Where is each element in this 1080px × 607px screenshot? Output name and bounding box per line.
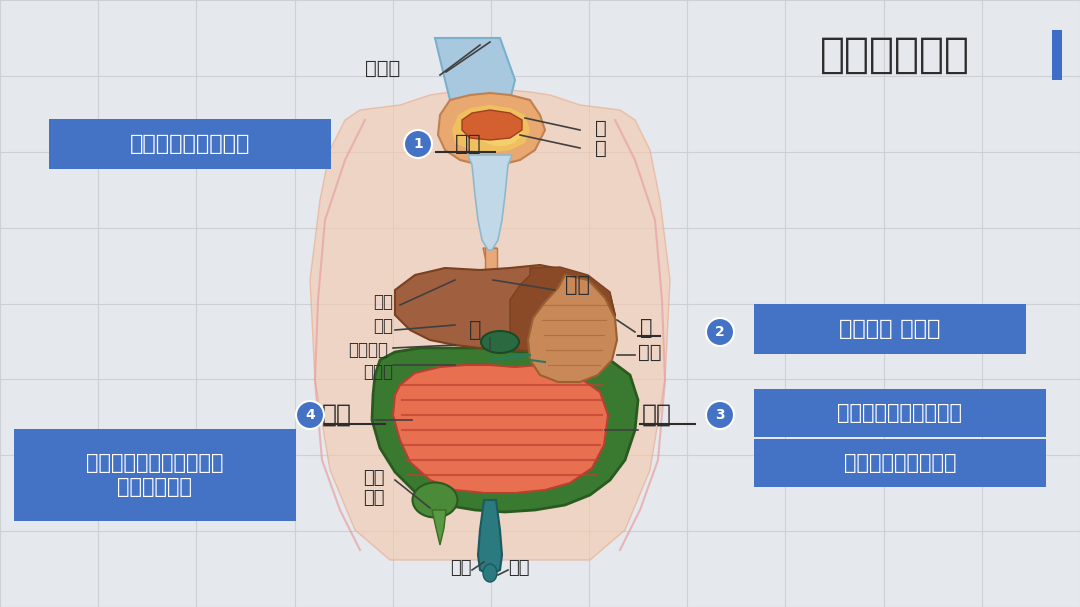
FancyBboxPatch shape <box>754 304 1026 354</box>
Text: 4: 4 <box>306 408 315 422</box>
Circle shape <box>404 130 432 158</box>
FancyBboxPatch shape <box>485 248 497 348</box>
Text: 2: 2 <box>715 325 725 339</box>
Text: 肛门: 肛门 <box>508 559 529 577</box>
Polygon shape <box>435 38 515 110</box>
Text: 胆总管: 胆总管 <box>363 363 393 381</box>
Polygon shape <box>510 267 615 352</box>
Text: 膜管: 膜管 <box>638 342 661 362</box>
Text: 胰: 胰 <box>469 320 482 340</box>
FancyBboxPatch shape <box>754 439 1047 487</box>
Text: 3: 3 <box>715 408 725 422</box>
Polygon shape <box>468 340 615 370</box>
Text: 直肠: 直肠 <box>450 559 472 577</box>
Circle shape <box>706 401 734 429</box>
Text: 大肠: 大肠 <box>322 403 352 427</box>
Text: 胃: 胃 <box>640 318 652 338</box>
FancyBboxPatch shape <box>49 119 330 169</box>
FancyBboxPatch shape <box>1052 30 1062 80</box>
Polygon shape <box>528 275 617 382</box>
Text: 纤维素发酵，通过呼气或
直肠排出体外: 纤维素发酵，通过呼气或 直肠排出体外 <box>86 453 224 497</box>
Text: 1: 1 <box>414 137 423 151</box>
Text: 无水解酶 未消化: 无水解酶 未消化 <box>839 319 941 339</box>
Ellipse shape <box>413 483 458 518</box>
Polygon shape <box>310 90 670 560</box>
Text: 阑尾: 阑尾 <box>364 489 384 507</box>
Text: 胆囊: 胆囊 <box>373 317 393 335</box>
Polygon shape <box>372 348 638 512</box>
FancyBboxPatch shape <box>14 429 296 521</box>
Text: 舌: 舌 <box>595 138 607 157</box>
FancyBboxPatch shape <box>754 389 1047 437</box>
Text: 唾液腺: 唾液腺 <box>365 58 400 78</box>
Polygon shape <box>438 93 545 165</box>
Ellipse shape <box>481 331 519 353</box>
Polygon shape <box>453 105 530 153</box>
Circle shape <box>706 318 734 346</box>
Ellipse shape <box>477 114 523 146</box>
Polygon shape <box>462 110 522 140</box>
Ellipse shape <box>483 564 497 582</box>
Polygon shape <box>395 265 615 352</box>
Polygon shape <box>478 500 502 575</box>
Text: 肝脏: 肝脏 <box>373 293 393 311</box>
Polygon shape <box>468 155 512 250</box>
Polygon shape <box>393 365 608 493</box>
Text: 唾液淀粉酶初步消化: 唾液淀粉酶初步消化 <box>130 134 251 154</box>
Text: 糖类进入身体: 糖类进入身体 <box>820 34 970 76</box>
Text: 咽: 咽 <box>595 118 607 138</box>
Text: 食道: 食道 <box>565 275 590 295</box>
Text: 口腔: 口腔 <box>455 134 482 154</box>
Text: 小肠: 小肠 <box>642 403 672 427</box>
Text: 十二指肠: 十二指肠 <box>348 341 388 359</box>
Polygon shape <box>432 510 446 545</box>
Text: 部分纤维素未能消化: 部分纤维素未能消化 <box>843 453 956 473</box>
Polygon shape <box>393 365 608 493</box>
Text: 分解成单糖，继续运输: 分解成单糖，继续运输 <box>837 403 962 423</box>
Polygon shape <box>483 248 497 330</box>
Text: 盲肠: 盲肠 <box>364 469 384 487</box>
Circle shape <box>296 401 324 429</box>
